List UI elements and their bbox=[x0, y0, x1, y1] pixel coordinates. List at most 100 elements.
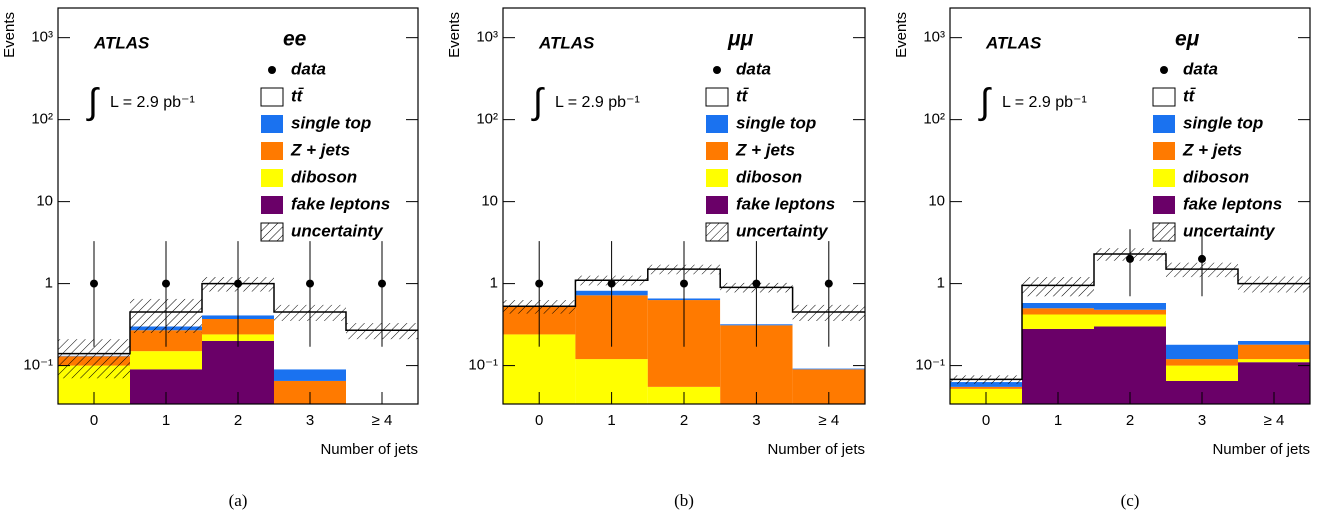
legend-label: uncertainty bbox=[736, 221, 829, 240]
y-tick-label: 10 bbox=[36, 193, 53, 210]
x-axis-label: Number of jets bbox=[767, 441, 865, 458]
lumi: L = 2.9 pb⁻¹ bbox=[1002, 94, 1087, 111]
bar-segment bbox=[1094, 309, 1166, 315]
legend-swatch bbox=[1152, 222, 1176, 242]
data-point bbox=[1126, 254, 1134, 263]
channel-title: ee bbox=[283, 28, 307, 51]
legend-swatch bbox=[1153, 169, 1175, 187]
legend-swatch bbox=[706, 169, 728, 187]
uncertainty-band bbox=[1238, 276, 1310, 293]
brand: ATLAS bbox=[985, 33, 1042, 52]
legend-label: data bbox=[291, 59, 326, 78]
bar-segment bbox=[575, 359, 648, 404]
caption: (a) bbox=[229, 491, 248, 510]
data-point bbox=[824, 279, 833, 288]
y-tick-label: 10⁻¹ bbox=[23, 357, 53, 374]
legend-label: single top bbox=[736, 113, 816, 132]
legend-swatch bbox=[1152, 87, 1176, 107]
channel-title: μμ bbox=[727, 28, 754, 51]
legend-swatch bbox=[705, 222, 729, 242]
x-tick-label: 2 bbox=[680, 412, 688, 429]
plot-area bbox=[58, 241, 418, 404]
y-tick-label: 10⁻¹ bbox=[915, 357, 945, 374]
y-tick-label: 1 bbox=[490, 275, 498, 292]
legend-swatch bbox=[706, 115, 728, 133]
legend-swatch bbox=[1153, 196, 1175, 214]
bar-segment bbox=[130, 351, 202, 370]
x-tick-label: 1 bbox=[162, 412, 170, 429]
data-point bbox=[162, 279, 170, 288]
legend-label: fake leptons bbox=[1183, 194, 1282, 213]
legend-label: diboson bbox=[291, 167, 357, 186]
y-axis-label: Events bbox=[446, 12, 463, 58]
bar-segment bbox=[1166, 365, 1238, 381]
data-point bbox=[90, 279, 98, 288]
bar-segment bbox=[1238, 340, 1310, 345]
legend-swatch bbox=[261, 115, 283, 133]
x-tick-label: 1 bbox=[1054, 412, 1062, 429]
legend-swatch bbox=[260, 87, 284, 107]
legend-label: single top bbox=[291, 113, 371, 132]
lumi: L = 2.9 pb⁻¹ bbox=[555, 94, 640, 111]
plot-area bbox=[950, 229, 1310, 404]
y-tick-label: 10³ bbox=[476, 29, 498, 46]
uncertainty-band bbox=[1022, 277, 1094, 297]
lumi-symbol: ∫ bbox=[531, 81, 545, 122]
y-tick-label: 10² bbox=[923, 111, 945, 128]
data-point bbox=[680, 279, 688, 288]
data-point bbox=[234, 279, 242, 288]
legend-marker bbox=[713, 66, 721, 74]
y-axis-label: Events bbox=[1, 12, 18, 58]
x-tick-label: 0 bbox=[90, 412, 98, 429]
bar-segment bbox=[1022, 303, 1094, 309]
x-tick-label: 2 bbox=[1126, 412, 1134, 429]
legend-label: tt̄ bbox=[291, 86, 305, 105]
legend-label: tt̄ bbox=[736, 86, 750, 105]
bar-segment bbox=[1238, 359, 1310, 363]
legend-swatch bbox=[706, 196, 728, 214]
legend-swatch bbox=[261, 169, 283, 187]
y-tick-label: 10³ bbox=[31, 29, 53, 46]
legend-marker bbox=[1160, 66, 1168, 74]
bar-segment bbox=[792, 368, 865, 370]
x-tick-label: 0 bbox=[535, 412, 543, 429]
x-tick-label: 3 bbox=[306, 412, 314, 429]
data-point bbox=[1198, 254, 1206, 263]
lumi-symbol: ∫ bbox=[978, 81, 992, 122]
legend-swatch bbox=[261, 142, 283, 160]
legend-label: single top bbox=[1183, 113, 1263, 132]
y-tick-label: 10 bbox=[928, 193, 945, 210]
x-tick-label: ≥ 4 bbox=[372, 412, 393, 429]
bar-segment bbox=[1094, 326, 1166, 404]
bar-segment bbox=[1238, 344, 1310, 360]
legend-marker bbox=[268, 66, 276, 74]
y-tick-label: 1 bbox=[937, 275, 945, 292]
brand: ATLAS bbox=[93, 33, 150, 52]
x-tick-label: 3 bbox=[1198, 412, 1206, 429]
bar-segment bbox=[1166, 344, 1238, 360]
bar-segment bbox=[950, 382, 1022, 387]
bar-segment bbox=[1022, 314, 1094, 329]
data-point bbox=[752, 279, 761, 288]
bar-segment bbox=[1094, 314, 1166, 327]
legend-label: fake leptons bbox=[291, 194, 390, 213]
x-tick-label: ≥ 4 bbox=[818, 412, 839, 429]
legend-swatch bbox=[1153, 142, 1175, 160]
legend-swatch bbox=[706, 142, 728, 160]
y-axis-label: Events bbox=[893, 12, 910, 58]
legend-label: Z + jets bbox=[290, 140, 350, 159]
legend-label: data bbox=[1183, 59, 1218, 78]
legend-label: diboson bbox=[1183, 167, 1249, 186]
caption: (c) bbox=[1121, 491, 1140, 510]
legend-label: uncertainty bbox=[1183, 221, 1276, 240]
x-tick-label: 1 bbox=[607, 412, 615, 429]
x-axis-label: Number of jets bbox=[320, 441, 418, 458]
legend-label: Z + jets bbox=[735, 140, 795, 159]
y-tick-label: 10 bbox=[481, 193, 498, 210]
x-tick-label: 0 bbox=[982, 412, 990, 429]
bar-segment bbox=[1166, 359, 1238, 366]
data-point bbox=[378, 279, 386, 288]
bar-segment bbox=[1094, 303, 1166, 310]
